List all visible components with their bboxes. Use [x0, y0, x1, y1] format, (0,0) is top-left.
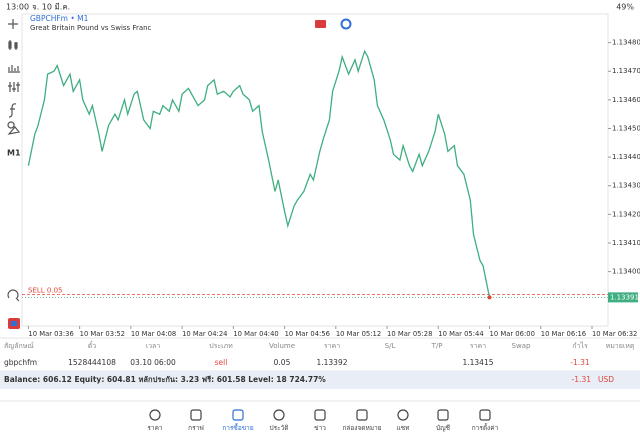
- y-tick-label: 1.13480: [612, 39, 640, 47]
- column-header: สัญลักษณ์: [4, 342, 34, 350]
- bid-box: [608, 292, 638, 303]
- position-open-price[interactable]: 1.13392: [316, 358, 347, 367]
- position-profit[interactable]: -1.31: [570, 358, 590, 367]
- trade-icon[interactable]: [7, 289, 20, 302]
- x-tick-label: 10 Mar 03:36: [28, 330, 73, 338]
- y-tick-label: 1.13470: [612, 67, 640, 75]
- nav-icon[interactable]: [232, 409, 244, 421]
- nav-label[interactable]: บัญชี: [436, 424, 451, 432]
- function-icon[interactable]: [8, 103, 17, 118]
- flag-gbp[interactable]: [315, 20, 326, 28]
- column-header: T/P: [431, 342, 443, 350]
- one-click-icon-inner: [11, 321, 17, 326]
- indicators-icon[interactable]: [8, 82, 20, 92]
- x-tick-label: 10 Mar 06:16: [541, 330, 586, 338]
- nav-label[interactable]: แชท: [397, 424, 410, 432]
- account-summary: Balance: 606.12 Equity: 604.81 หลักประกั…: [4, 375, 326, 384]
- nav-icon[interactable]: [356, 409, 368, 421]
- x-tick-label: 10 Mar 03:52: [80, 330, 125, 338]
- column-header: ราคา: [324, 342, 340, 350]
- x-tick-label: 10 Mar 04:56: [285, 330, 330, 338]
- column-header: Swap: [512, 342, 531, 350]
- candles-icon[interactable]: [8, 40, 18, 50]
- crosshair-icon[interactable]: [8, 19, 18, 29]
- nav-label[interactable]: ประวัติ: [270, 424, 289, 432]
- nav-icon[interactable]: [149, 409, 161, 421]
- nav-label[interactable]: กล่องจดหมาย: [342, 424, 381, 432]
- x-tick-label: 10 Mar 05:28: [387, 330, 432, 338]
- column-header: เวลา: [146, 342, 161, 350]
- position-symbol[interactable]: gbpchfm: [4, 358, 37, 367]
- nav-icon[interactable]: [397, 409, 409, 421]
- status-battery: 49%: [616, 3, 634, 12]
- summary-bar: [0, 371, 640, 389]
- order-label: SELL 0.05: [28, 287, 62, 295]
- nav-label[interactable]: ราคา: [147, 424, 162, 432]
- x-tick-label: 10 Mar 04:24: [182, 330, 227, 338]
- nav-icon[interactable]: [190, 409, 202, 421]
- bars-icon[interactable]: [8, 65, 20, 73]
- x-tick-label: 10 Mar 05:12: [336, 330, 381, 338]
- nav-label[interactable]: กราฟ: [188, 424, 204, 432]
- status-time: 13:00: [6, 3, 29, 12]
- y-tick-label: 1.13410: [612, 239, 640, 247]
- symbol-subtitle: Great Britain Pound vs Swiss Franc: [30, 24, 152, 32]
- position-type[interactable]: sell: [215, 358, 228, 367]
- position-price[interactable]: 1.13415: [462, 358, 493, 367]
- position-time[interactable]: 03.10 06:00: [130, 358, 176, 367]
- column-header: หมายเหตุ: [606, 342, 635, 350]
- objects-icon[interactable]: [7, 121, 21, 135]
- nav-icon[interactable]: [437, 409, 449, 421]
- column-header: กำไร: [572, 341, 588, 350]
- price-line: [27, 49, 491, 298]
- symbol-title[interactable]: GBPCHFm • M1: [30, 14, 89, 23]
- nav-icon[interactable]: [314, 409, 326, 421]
- nav-label[interactable]: การตั้งค่า: [472, 423, 499, 432]
- status-date: จ. 10 มี.ค.: [32, 3, 70, 12]
- y-tick-label: 1.13450: [612, 124, 640, 132]
- x-tick-label: 10 Mar 04:08: [131, 330, 176, 338]
- nav-icon[interactable]: [479, 409, 491, 421]
- timeframe-button[interactable]: M1: [7, 149, 21, 158]
- y-tick-label: 1.13420: [612, 210, 640, 218]
- column-header: S/L: [385, 342, 396, 350]
- bid-label: 1.13391: [610, 293, 639, 301]
- x-tick-label: 10 Mar 06:00: [490, 330, 535, 338]
- last-price-dot: [487, 295, 492, 300]
- position-ticket[interactable]: 1528444108: [68, 358, 116, 367]
- column-header: ตั๋ว: [88, 341, 97, 350]
- x-tick-label: 10 Mar 04:40: [233, 330, 278, 338]
- y-tick-label: 1.13440: [612, 153, 640, 161]
- y-tick-label: 1.13400: [612, 268, 640, 276]
- total-profit: -1.31: [572, 375, 592, 384]
- y-tick-label: 1.13430: [612, 182, 640, 190]
- x-tick-label: 10 Mar 06:32: [592, 330, 637, 338]
- column-header: ราคา: [470, 342, 486, 350]
- nav-label[interactable]: การซื้อขาย: [222, 423, 253, 432]
- column-header: ประเภท: [209, 342, 233, 350]
- nav-icon[interactable]: [273, 409, 285, 421]
- nav-label[interactable]: ข่าว: [314, 424, 326, 432]
- flag-chf[interactable]: [340, 18, 352, 30]
- position-volume[interactable]: 0.05: [274, 358, 291, 367]
- column-header: Volume: [269, 342, 295, 350]
- y-tick-label: 1.13460: [612, 96, 640, 104]
- currency: USD: [598, 375, 614, 384]
- x-tick-label: 10 Mar 05:44: [438, 330, 483, 338]
